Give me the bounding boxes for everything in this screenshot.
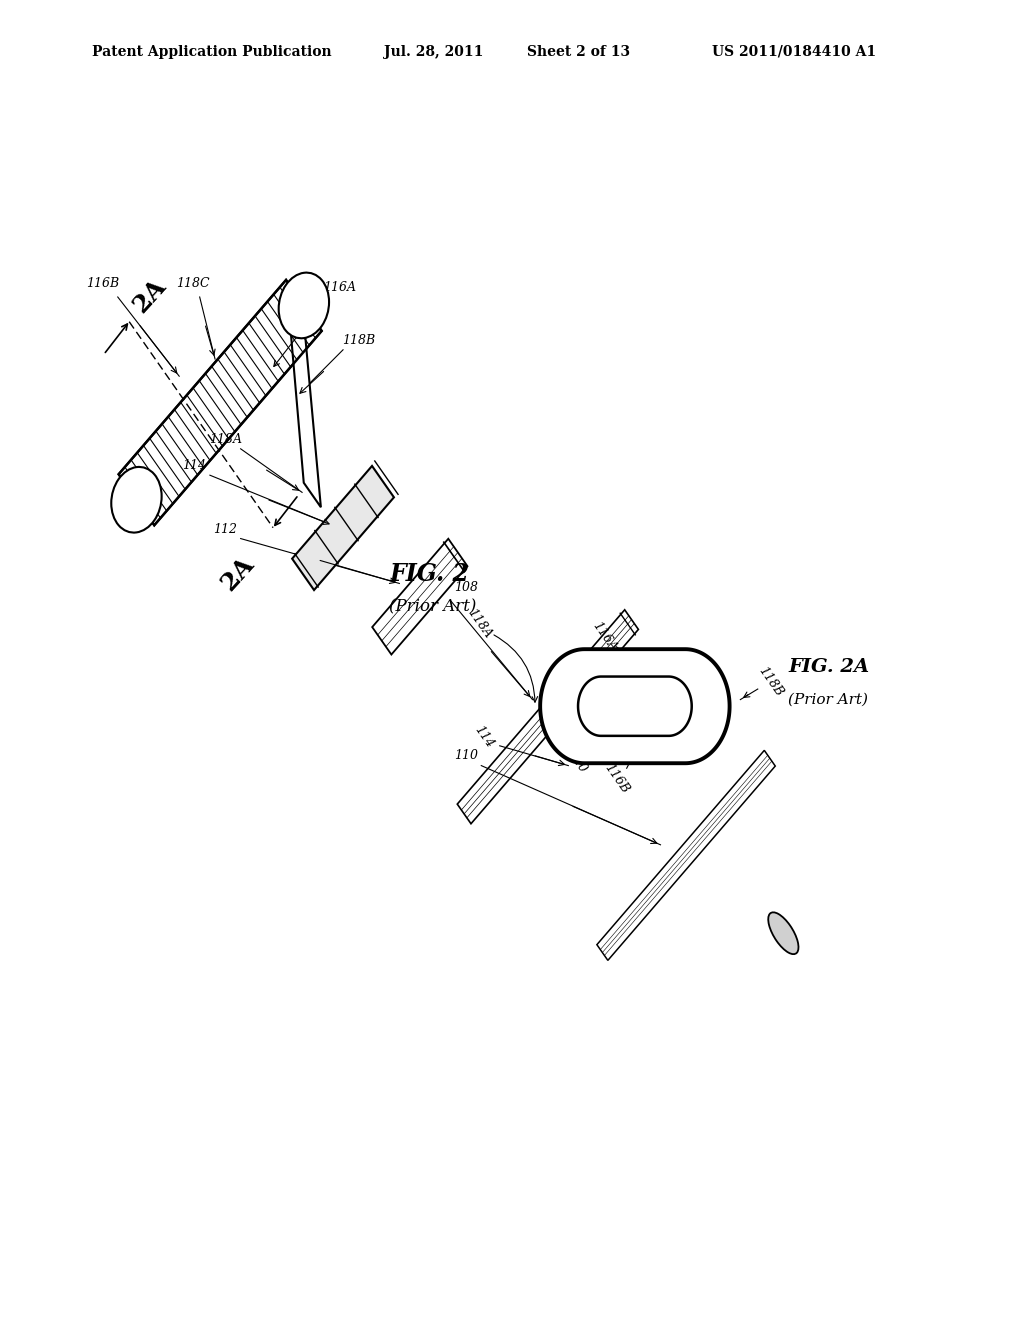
Text: 2A: 2A (128, 273, 171, 317)
Text: 112: 112 (213, 523, 238, 536)
Text: 2A: 2A (216, 552, 258, 595)
Text: FIG. 2A: FIG. 2A (788, 657, 869, 676)
Text: 114: 114 (182, 459, 207, 473)
Polygon shape (372, 539, 468, 655)
Polygon shape (579, 677, 691, 735)
Ellipse shape (279, 273, 329, 338)
Polygon shape (597, 750, 775, 961)
Text: Patent Application Publication: Patent Application Publication (92, 45, 332, 59)
Text: 118C: 118C (176, 277, 209, 290)
Text: 116A: 116A (590, 619, 618, 653)
Text: Sheet 2 of 13: Sheet 2 of 13 (527, 45, 631, 59)
Text: Jul. 28, 2011: Jul. 28, 2011 (384, 45, 483, 59)
Polygon shape (541, 649, 729, 763)
Text: 116B: 116B (602, 762, 631, 796)
Text: 114: 114 (472, 723, 497, 750)
Text: (Prior Art): (Prior Art) (389, 599, 476, 615)
Ellipse shape (112, 467, 162, 532)
Text: 118A: 118A (465, 606, 494, 640)
Text: 108: 108 (454, 581, 478, 594)
Text: 116B: 116B (86, 277, 119, 290)
Text: US 2011/0184410 A1: US 2011/0184410 A1 (712, 45, 876, 59)
Text: 118B: 118B (342, 334, 375, 347)
Polygon shape (292, 466, 394, 590)
Polygon shape (119, 280, 322, 525)
Text: 110: 110 (454, 748, 478, 762)
Ellipse shape (768, 912, 799, 954)
Text: FIG. 2: FIG. 2 (389, 562, 469, 586)
Text: 118A: 118A (209, 433, 242, 446)
Text: (Prior Art): (Prior Art) (788, 693, 868, 706)
Text: 116A: 116A (324, 281, 356, 294)
Text: 120: 120 (564, 748, 589, 775)
Polygon shape (458, 610, 638, 824)
Text: 118B: 118B (756, 664, 784, 698)
Polygon shape (288, 302, 321, 507)
